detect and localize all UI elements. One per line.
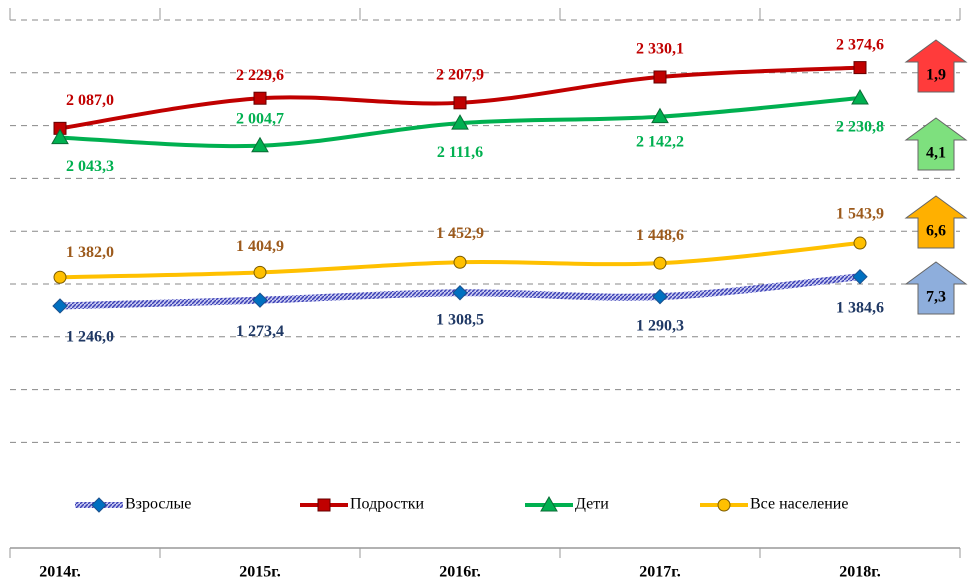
marker xyxy=(651,107,669,124)
x-tick-label: 2016г. xyxy=(439,564,480,581)
marker xyxy=(452,285,468,301)
data-label: 2 111,6 xyxy=(437,144,483,161)
data-label: 1 384,6 xyxy=(836,299,884,316)
marker xyxy=(253,265,267,279)
data-label: 1 404,9 xyxy=(236,238,284,255)
arrow-label: 4,1 xyxy=(926,145,946,162)
marker xyxy=(717,498,731,512)
arrow xyxy=(904,195,968,249)
x-tick-label: 2014г. xyxy=(39,564,80,581)
arrow xyxy=(904,39,968,93)
data-label: 1 290,3 xyxy=(636,317,684,334)
arrow xyxy=(904,261,968,315)
arrow-label: 6,6 xyxy=(926,223,946,240)
data-label: 2 330,1 xyxy=(636,41,684,58)
marker xyxy=(453,96,467,110)
data-label: 2 004,7 xyxy=(236,110,284,127)
arrow-label: 7,3 xyxy=(926,289,946,306)
legend-label: Взрослые xyxy=(125,496,191,513)
data-label: 2 230,8 xyxy=(836,119,884,136)
data-label: 2 043,3 xyxy=(66,158,114,175)
x-tick-label: 2018г. xyxy=(839,564,880,581)
data-label: 1 246,0 xyxy=(66,329,114,346)
marker xyxy=(53,270,67,284)
marker xyxy=(51,128,69,145)
data-label: 1 543,9 xyxy=(836,206,884,223)
data-label: 2 087,0 xyxy=(66,92,114,109)
arrow xyxy=(904,117,968,171)
legend-label: Дети xyxy=(575,496,609,513)
data-label: 2 374,6 xyxy=(836,36,884,53)
marker xyxy=(852,268,868,285)
arrow-label: 1,9 xyxy=(926,67,946,84)
marker xyxy=(317,498,331,512)
data-label: 1 308,5 xyxy=(436,311,484,328)
legend-label: Подростки xyxy=(350,496,425,513)
marker xyxy=(252,292,268,308)
data-label: 2 142,2 xyxy=(636,133,684,150)
marker xyxy=(851,88,869,105)
marker xyxy=(853,236,867,250)
marker xyxy=(453,255,467,269)
data-label: 1 452,9 xyxy=(436,225,484,242)
data-label: 2 229,6 xyxy=(236,67,284,84)
marker xyxy=(251,136,269,153)
marker xyxy=(451,114,469,130)
data-label: 1 382,0 xyxy=(66,244,114,261)
marker xyxy=(52,298,68,314)
marker xyxy=(653,256,667,270)
data-label: 2 207,9 xyxy=(436,66,484,83)
marker xyxy=(652,288,668,305)
marker xyxy=(653,70,667,84)
x-tick-label: 2017г. xyxy=(639,564,680,581)
data-label: 1 273,4 xyxy=(236,323,284,340)
marker xyxy=(540,495,558,512)
marker xyxy=(853,61,867,75)
legend-label: Все население xyxy=(750,496,848,513)
marker xyxy=(253,91,267,105)
data-label: 1 448,6 xyxy=(636,227,684,244)
x-tick-label: 2015г. xyxy=(239,564,280,581)
marker xyxy=(91,497,107,513)
